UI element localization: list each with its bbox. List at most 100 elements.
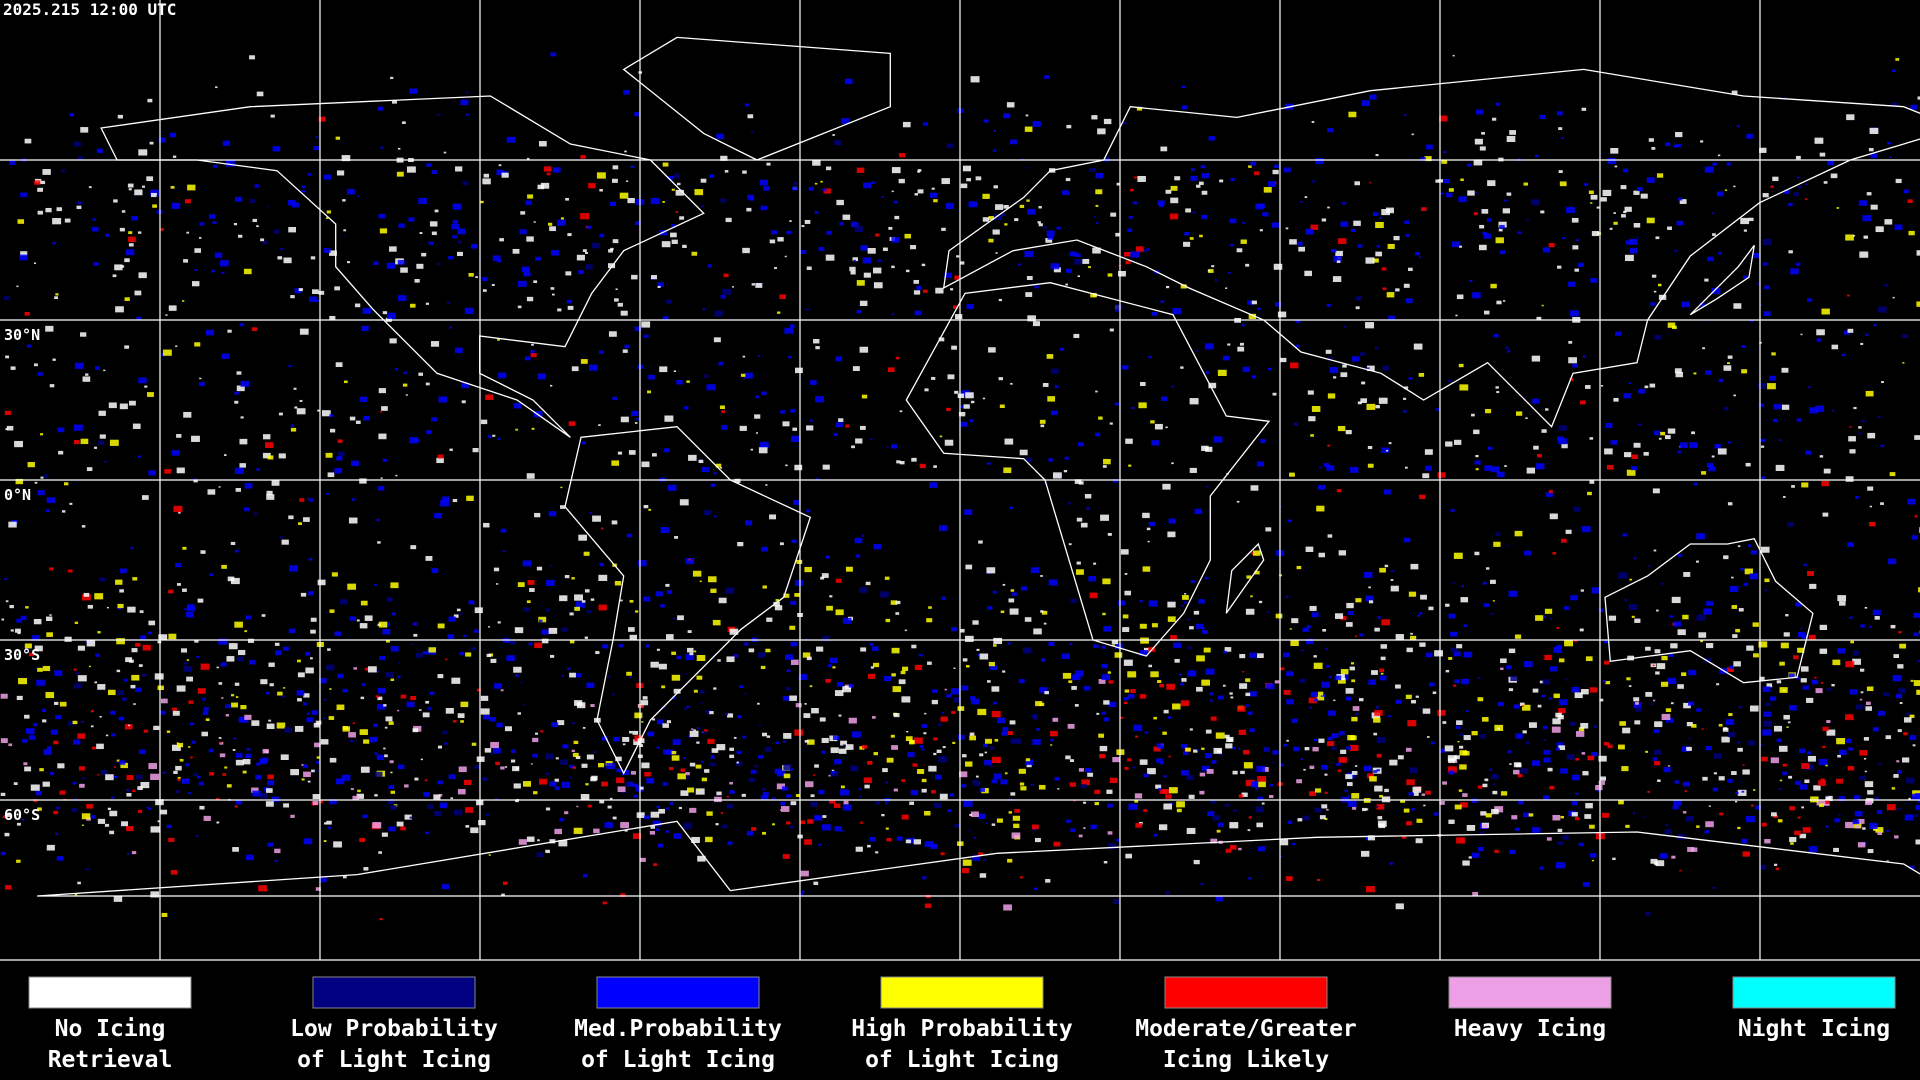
icing-pixel <box>1125 853 1133 859</box>
icing-pixel <box>482 277 488 282</box>
icing-pixel <box>202 697 207 701</box>
icing-pixel <box>1868 625 1872 628</box>
icing-pixel <box>634 712 643 719</box>
icing-pixel <box>1459 733 1464 736</box>
icing-pixel <box>1525 417 1528 420</box>
icing-pixel <box>1556 111 1563 116</box>
icing-pixel <box>709 174 715 178</box>
icing-pixel <box>1605 422 1613 429</box>
icing-pixel <box>1026 763 1032 768</box>
icing-pixel <box>1462 793 1468 797</box>
icing-pixel <box>421 252 427 257</box>
icing-pixel <box>1826 687 1832 692</box>
icing-pixel <box>959 261 965 265</box>
icing-pixel <box>969 735 977 741</box>
icing-pixel <box>86 803 93 809</box>
icing-pixel <box>1791 485 1795 488</box>
icing-pixel <box>1559 181 1567 187</box>
icing-pixel <box>315 136 319 139</box>
icing-pixel <box>1742 851 1751 857</box>
icing-pixel <box>1790 268 1799 275</box>
icing-pixel <box>269 683 274 687</box>
icing-pixel <box>1654 334 1662 340</box>
icing-pixel <box>1514 530 1523 537</box>
icing-pixel <box>835 609 844 616</box>
icing-pixel <box>1728 713 1733 717</box>
icing-pixel <box>522 781 532 787</box>
icing-pixel <box>1224 803 1230 807</box>
icing-pixel <box>238 234 243 238</box>
icing-pixel <box>1741 838 1748 844</box>
icing-pixel <box>906 730 909 733</box>
icing-pixel <box>1142 248 1148 253</box>
icing-pixel <box>833 433 838 436</box>
icing-pixel <box>1038 784 1046 790</box>
icing-pixel <box>21 739 27 743</box>
icing-pixel <box>1888 558 1897 565</box>
icing-pixel <box>402 383 408 387</box>
icing-pixel <box>1852 819 1860 825</box>
icing-pixel <box>109 830 115 835</box>
icing-pixel <box>1608 615 1617 621</box>
icing-pixel <box>1737 826 1741 830</box>
icing-pixel <box>1797 816 1801 819</box>
icing-pixel <box>1083 801 1087 804</box>
icing-pixel <box>624 150 627 153</box>
icing-pixel <box>1469 279 1473 283</box>
icing-pixel <box>1209 692 1214 696</box>
icing-pixel <box>994 739 999 742</box>
icing-pixel <box>54 296 58 300</box>
icing-pixel <box>342 688 348 693</box>
icing-pixel <box>1351 716 1358 722</box>
icing-pixel <box>490 753 493 755</box>
icing-pixel <box>924 903 932 908</box>
icing-pixel <box>1776 680 1782 684</box>
icing-pixel <box>1633 557 1637 560</box>
icing-pixel <box>1645 691 1653 697</box>
icing-pixel <box>527 194 534 199</box>
icing-pixel <box>1280 667 1285 671</box>
icing-pixel <box>771 797 776 801</box>
icing-pixel <box>719 405 725 410</box>
icing-pixel <box>1914 814 1919 818</box>
icing-pixel <box>1598 780 1605 785</box>
icing-pixel <box>352 795 359 801</box>
icing-pixel <box>1360 398 1368 403</box>
icing-pixel <box>495 761 500 765</box>
icing-pixel <box>951 627 957 632</box>
icing-pixel <box>822 188 827 192</box>
icing-pixel <box>1831 344 1839 350</box>
icing-pixel <box>480 200 484 204</box>
icing-pixel <box>176 434 182 438</box>
icing-pixel <box>350 788 354 791</box>
icing-pixel <box>120 568 127 574</box>
icing-pixel <box>1898 631 1902 634</box>
icing-pixel <box>1090 292 1097 298</box>
icing-pixel <box>424 779 428 782</box>
icing-pixel <box>721 410 726 413</box>
icing-pixel <box>648 508 652 511</box>
icing-pixel <box>851 731 861 738</box>
icing-pixel <box>515 428 518 431</box>
icing-pixel <box>809 419 813 422</box>
icing-pixel <box>1324 791 1328 794</box>
icing-pixel <box>408 217 415 222</box>
icing-pixel <box>924 841 934 848</box>
icing-pixel <box>1546 492 1553 498</box>
icing-pixel <box>656 648 660 651</box>
icing-pixel <box>325 452 333 458</box>
icing-pixel <box>994 214 1003 221</box>
icing-pixel <box>1127 671 1137 678</box>
icing-pixel <box>585 251 588 254</box>
icing-pixel <box>1591 859 1594 862</box>
icing-pixel <box>1759 676 1765 681</box>
icing-pixel <box>844 78 853 85</box>
icing-pixel <box>153 725 160 731</box>
icing-pixel <box>1547 767 1553 772</box>
icing-pixel <box>415 652 423 658</box>
icing-pixel <box>1080 522 1088 528</box>
icing-pixel <box>729 747 735 751</box>
icing-pixel <box>1515 411 1523 416</box>
icing-pixel <box>1286 671 1294 677</box>
icing-pixel <box>979 653 989 660</box>
